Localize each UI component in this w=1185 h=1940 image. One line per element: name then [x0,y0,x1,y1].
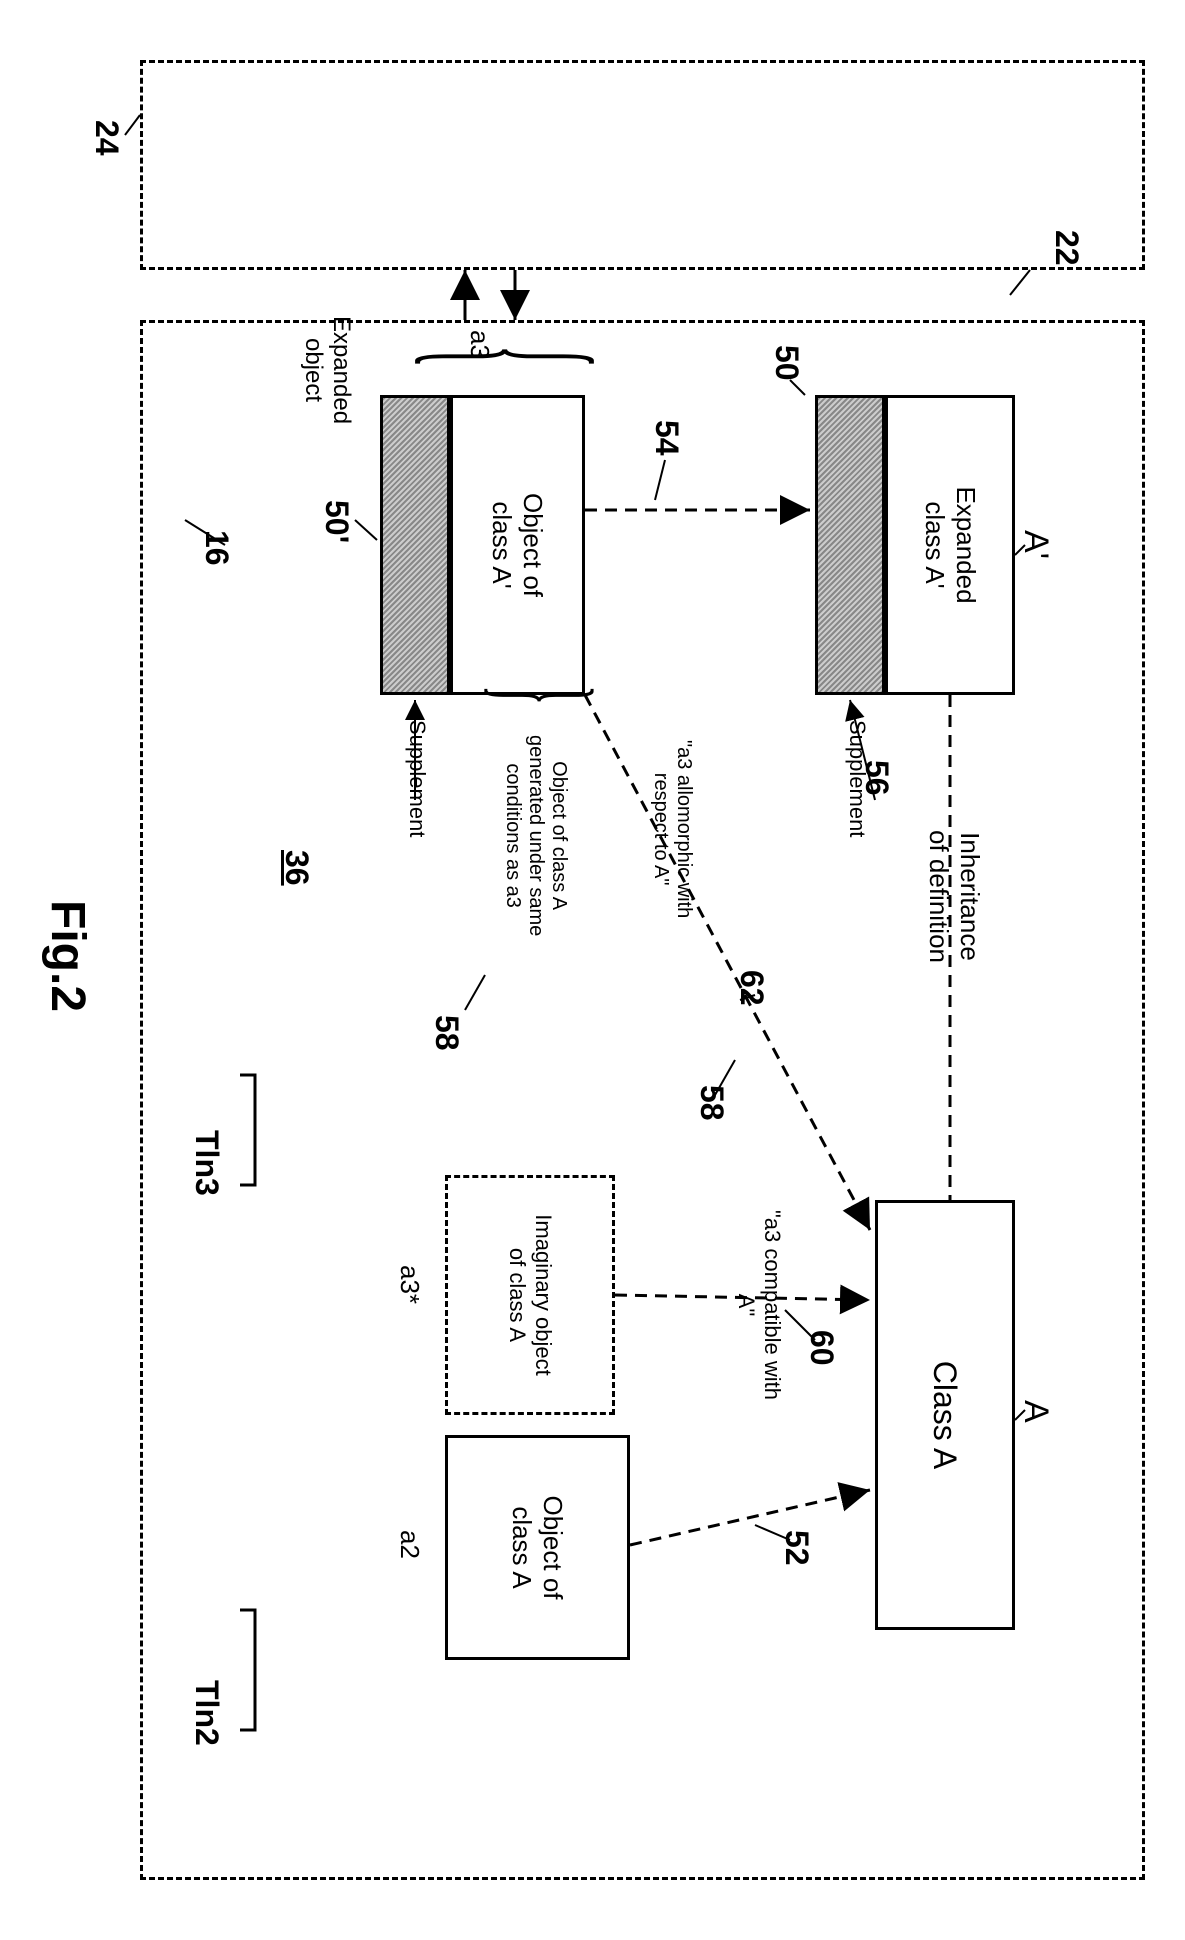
ref-60: 60 [803,1330,840,1366]
ref-52: 52 [778,1530,815,1566]
ref-50p: 50' [318,500,355,543]
supplement-label-2: Supplement [404,720,430,837]
imaginary-a3-box: Imaginary object of class A [445,1175,615,1415]
figure-label: Fig.2 [40,900,95,1012]
a-prime-top-label: A' [1016,530,1055,559]
brace-a3: { [392,345,640,368]
brace-generated: } [470,685,622,705]
class-a-box: Class A [875,1200,1015,1630]
compatible-label: "a3 compatible with A" [733,1210,785,1400]
inheritance-label: Inheritance of definition [923,830,985,963]
ref-tin3: Tln3 [188,1130,225,1196]
a-top-label: A [1016,1400,1055,1423]
a3star-label: a3* [394,1265,425,1304]
ref-58b: 58 [428,1015,465,1051]
object-a3-main: Object of class A' [450,395,585,695]
ref-58: 58 [693,1085,730,1121]
ref-tin2: Tln2 [188,1680,225,1746]
diagram-canvas: A' Expanded class A' Supplement 50 A Cla… [0,0,1185,1940]
object-a2-box: Object of class A [445,1435,630,1660]
ref-22: 22 [1048,230,1085,266]
outer-left-box [140,60,1145,270]
ref-24: 24 [88,120,125,156]
ref-36: 36 [278,850,315,886]
ref-62: 62 [733,970,770,1006]
expanded-object-label: Expanded object [299,310,355,430]
ref-50: 50 [768,345,805,381]
ref-54: 54 [648,420,685,456]
imaginary-a3-text: Imaginary object of class A [504,1214,556,1375]
allomorph-label: "a3 allomorphic with respect to A" [649,740,695,918]
a2-label: a2 [394,1530,425,1559]
generated-label: Object of class A generated under same c… [501,735,570,936]
class-a-prime-supplement [815,395,885,695]
object-a3-supplement [380,395,450,695]
ref-56: 56 [858,760,895,796]
expanded-class-a-prime: Expanded class A' [885,395,1015,695]
ref-16: 16 [198,530,235,566]
